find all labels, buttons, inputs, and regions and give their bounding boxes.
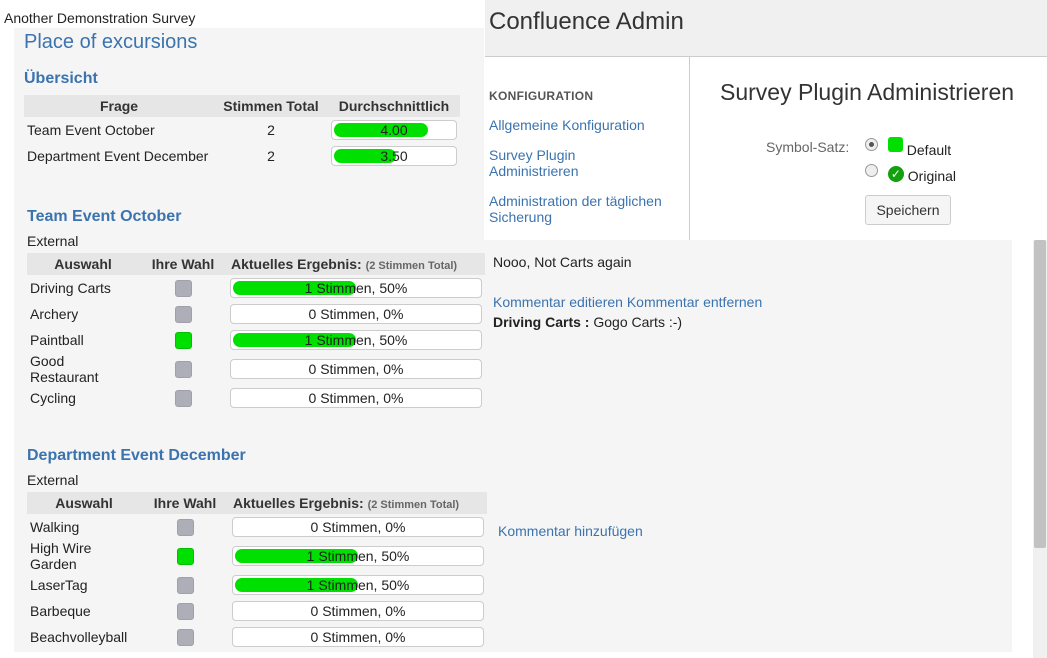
answer-label: Walking <box>30 519 80 535</box>
vote-checkbox[interactable] <box>176 576 194 594</box>
col-choice: Auswahl <box>27 253 139 275</box>
question-name: Department Event December <box>27 148 209 164</box>
answers-table: Auswahl Ihre Wahl Aktuelles Ergebnis: (2… <box>27 253 485 411</box>
answer-label: Driving Carts <box>30 280 111 296</box>
option-default[interactable]: Default <box>865 137 951 158</box>
sidebar-item-survey-plugin[interactable]: Survey Plugin Administrieren <box>489 147 579 179</box>
col-result: Aktuelles Ergebnis: (2 Stimmen Total) <box>229 492 487 514</box>
sidebar-item-general-config[interactable]: Allgemeine Konfiguration <box>489 117 645 133</box>
table-row: Cycling 0 Stimmen, 0% <box>27 385 485 411</box>
col-question: Frage <box>24 95 214 117</box>
overview-table: Frage Stimmen Total Durchschnittlich Tea… <box>24 95 460 169</box>
add-comment-link[interactable]: Kommentar hinzufügen <box>498 523 643 539</box>
result-bar: 0 Stimmen, 0% <box>232 517 484 537</box>
table-row: Archery 0 Stimmen, 0% <box>27 301 485 327</box>
col-result: Aktuelles Ergebnis: (2 Stimmen Total) <box>227 253 485 275</box>
average-bar: 3.50 <box>331 146 457 166</box>
table-row: High Wire Garden 1 Stimmen, 50% <box>27 540 487 572</box>
comment-actions: Kommentar editieren Kommentar entfernen <box>493 294 762 310</box>
answer-label: High Wire Garden <box>30 540 92 572</box>
page-title: Survey Plugin Administrieren <box>720 79 1015 105</box>
scrollbar-thumb[interactable] <box>1034 240 1046 548</box>
answer-label: Good Restaurant <box>30 353 99 385</box>
survey-title: Another Demonstration Survey <box>4 10 196 26</box>
result-bar: 0 Stimmen, 0% <box>230 304 482 324</box>
vote-checkbox[interactable] <box>174 279 192 297</box>
answer-label: LaserTag <box>30 577 88 593</box>
vote-checkbox[interactable] <box>174 331 192 349</box>
vote-checkbox[interactable] <box>174 360 192 378</box>
answer-label: Barbeque <box>30 603 91 619</box>
answer-label: Cycling <box>30 390 76 406</box>
table-row: Paintball 1 Stimmen, 50% <box>27 327 485 353</box>
other-comment: Driving Carts : Gogo Carts :-) <box>493 314 682 330</box>
answer-label: Archery <box>30 306 79 322</box>
nav-heading: KONFIGURATION <box>489 89 594 103</box>
vote-checkbox[interactable] <box>176 547 194 565</box>
vote-checkbox[interactable] <box>174 389 192 407</box>
symbol-set-label: Symbol-Satz: <box>766 139 850 155</box>
option-original[interactable]: ✓ Original <box>865 164 956 184</box>
sidebar-item-daily-backup[interactable]: Administration der täglichen Sicherung <box>489 193 662 225</box>
result-bar: 1 Stimmen, 50% <box>230 278 482 298</box>
table-row: Team Event October 2 4.00 <box>24 117 460 143</box>
green-check-circle-icon: ✓ <box>887 166 904 182</box>
option-original-label: Original <box>907 168 957 184</box>
vote-checkbox[interactable] <box>176 628 194 646</box>
radio-original[interactable] <box>865 164 878 177</box>
question-heading: Department Event December <box>27 447 246 464</box>
question-subtitle: External <box>27 472 79 488</box>
result-bar: 1 Stimmen, 50% <box>230 330 482 350</box>
col-your-choice: Ihre Wahl <box>139 253 227 275</box>
col-your-choice: Ihre Wahl <box>141 492 229 514</box>
result-bar: 1 Stimmen, 50% <box>232 575 484 595</box>
green-square-icon <box>887 137 903 152</box>
question-heading: Team Event October <box>27 208 182 225</box>
admin-title: Confluence Admin <box>489 8 684 35</box>
answer-label: Beachvolleyball <box>30 629 128 645</box>
comment-body: Gogo Carts :-) <box>593 314 683 330</box>
col-votes-total: Stimmen Total <box>214 95 328 117</box>
vote-checkbox[interactable] <box>176 518 194 536</box>
votes-count: 2 <box>267 122 275 138</box>
edit-comment-link[interactable]: Kommentar editieren <box>493 294 623 310</box>
table-row: Barbeque 0 Stimmen, 0% <box>27 598 487 624</box>
votes-count: 2 <box>267 148 275 164</box>
admin-header: Confluence Admin <box>485 0 1047 57</box>
table-row: LaserTag 1 Stimmen, 50% <box>27 572 487 598</box>
vote-checkbox[interactable] <box>176 602 194 620</box>
table-row: Beachvolleyball 0 Stimmen, 0% <box>27 624 487 650</box>
comment-author: Driving Carts : <box>493 314 590 330</box>
option-default-label: Default <box>906 142 952 158</box>
table-row: Walking 0 Stimmen, 0% <box>27 514 487 540</box>
answers-table: Auswahl Ihre Wahl Aktuelles Ergebnis: (2… <box>27 492 487 650</box>
col-average: Durchschnittlich <box>328 95 460 117</box>
table-row: Good Restaurant 0 Stimmen, 0% <box>27 353 485 385</box>
result-bar: 0 Stimmen, 0% <box>232 601 484 621</box>
remove-comment-link[interactable]: Kommentar entfernen <box>626 294 763 310</box>
overview-heading: Übersicht <box>24 70 98 87</box>
result-bar: 1 Stimmen, 50% <box>232 546 484 566</box>
result-bar: 0 Stimmen, 0% <box>230 388 482 408</box>
place-title: Place of excursions <box>24 31 198 53</box>
col-choice: Auswahl <box>27 492 141 514</box>
admin-sidebar: KONFIGURATION Allgemeine Konfiguration S… <box>485 57 690 240</box>
result-bar: 0 Stimmen, 0% <box>230 359 482 379</box>
radio-default[interactable] <box>865 138 878 151</box>
average-bar: 4.00 <box>331 120 457 140</box>
save-button[interactable]: Speichern <box>865 195 951 225</box>
admin-dialog: Confluence Admin KONFIGURATION Allgemein… <box>485 0 1047 240</box>
vote-checkbox[interactable] <box>174 305 192 323</box>
question-name: Team Event October <box>27 122 155 138</box>
answer-label: Paintball <box>30 332 84 348</box>
table-row: Department Event December 2 3.50 <box>24 143 460 169</box>
comment-text: Nooo, Not Carts again <box>493 254 632 270</box>
result-bar: 0 Stimmen, 0% <box>232 627 484 647</box>
question-subtitle: External <box>27 233 79 249</box>
table-row: Driving Carts 1 Stimmen, 50% <box>27 275 485 301</box>
